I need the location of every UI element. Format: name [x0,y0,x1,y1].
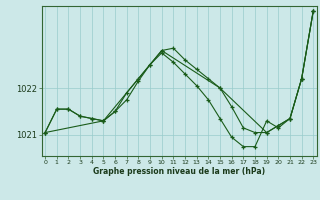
X-axis label: Graphe pression niveau de la mer (hPa): Graphe pression niveau de la mer (hPa) [93,167,265,176]
